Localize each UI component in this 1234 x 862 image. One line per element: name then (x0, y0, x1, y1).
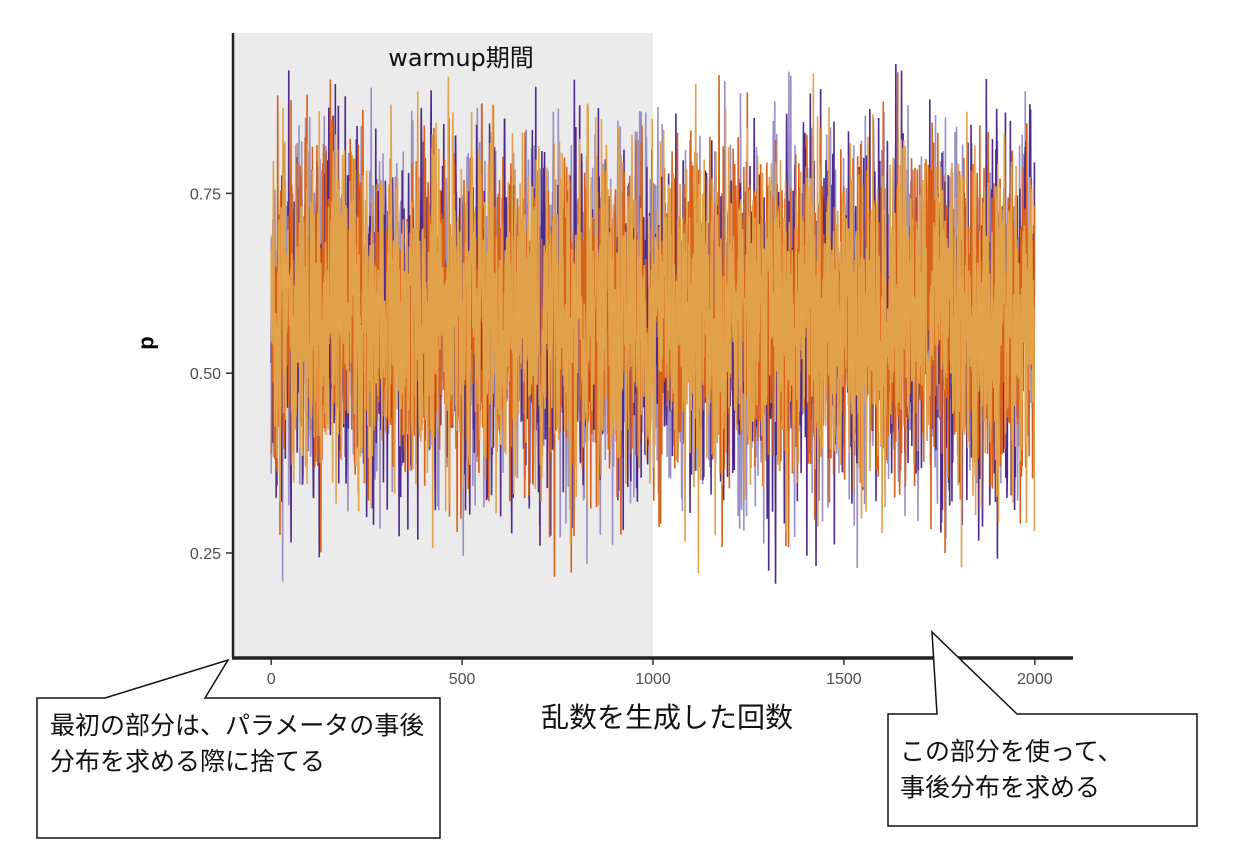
x-tick-label: 500 (449, 671, 476, 688)
callout-left-text: 最初の部分は、パラメータの事後分布を求める際に捨てる (50, 711, 425, 776)
callout-right-text: この部分を使って、事後分布を求める (900, 737, 1123, 802)
series-chain-4 (270, 73, 1036, 574)
y-tick-label: 0.50 (190, 366, 221, 383)
warmup-label: warmup期間 (388, 44, 534, 72)
x-tick-label: 2000 (1017, 671, 1053, 688)
x-tick-label: 0 (267, 671, 276, 688)
y-tick-label: 0.25 (190, 546, 221, 563)
y-axis-title: p (133, 336, 159, 350)
x-tick-label: 1500 (826, 671, 862, 688)
x-axis-title: 乱数を生成した回数 (540, 701, 793, 734)
y-tick-label: 0.75 (190, 186, 221, 203)
x-tick-label: 1000 (635, 671, 671, 688)
callout-right (887, 630, 1198, 827)
callout-left (36, 658, 441, 839)
